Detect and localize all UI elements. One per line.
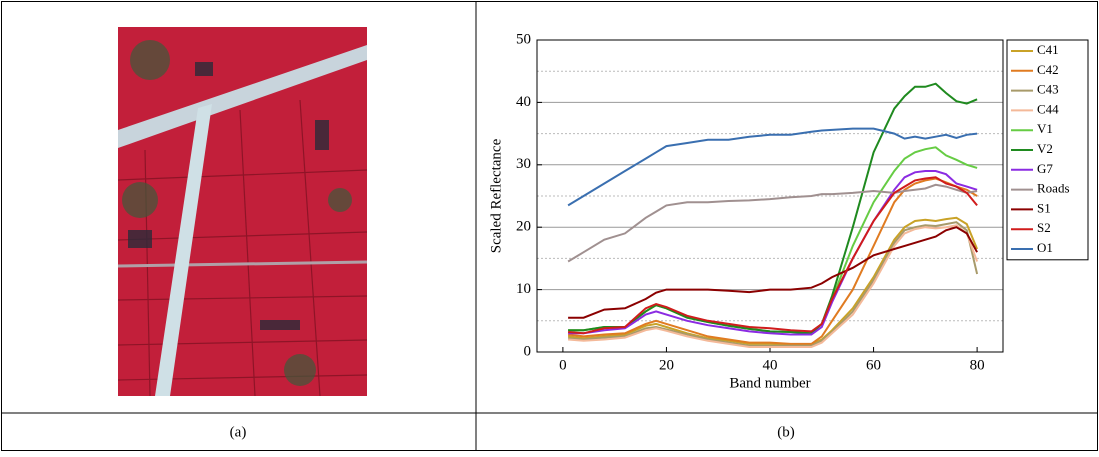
x-tick-label: 40 <box>763 357 778 373</box>
vegetation <box>122 40 352 386</box>
series-line <box>568 226 978 319</box>
y-tick-label: 0 <box>524 343 532 359</box>
road <box>117 260 368 268</box>
legend-label: C44 <box>1037 101 1059 116</box>
legend-label: G7 <box>1037 161 1053 176</box>
plot-frame <box>536 39 1004 353</box>
legend-label: S2 <box>1037 220 1051 235</box>
series-line <box>568 170 978 336</box>
satellite-image <box>117 27 368 397</box>
highway <box>118 45 367 148</box>
road-vertical <box>155 104 212 396</box>
legend-label: S1 <box>1037 200 1051 215</box>
x-tick-label: 80 <box>970 357 985 373</box>
x-axis-label: Band number <box>729 375 810 391</box>
legend-label: C41 <box>1037 42 1059 57</box>
y-tick-label: 30 <box>516 156 531 172</box>
chart: 0 10 20 30 40 50 0 20 40 60 80 Band number Scaled Re… <box>488 31 1089 391</box>
series-line <box>567 183 978 263</box>
x-tick-label: 0 <box>559 357 567 373</box>
y-tick-label: 10 <box>516 281 531 297</box>
y-axis-label: Scaled Reflectance <box>488 138 504 253</box>
x-tick-label: 60 <box>866 357 881 373</box>
y-tick-label: 20 <box>516 219 531 235</box>
legend-label: C43 <box>1037 82 1059 97</box>
legend-label: V2 <box>1037 141 1053 156</box>
x-tick-label: 20 <box>659 357 674 373</box>
series-line <box>567 127 978 207</box>
legend-label: Roads <box>1037 181 1070 196</box>
series-line <box>567 177 978 345</box>
series-line <box>568 224 979 348</box>
y-tick-label: 40 <box>516 94 531 110</box>
y-tick-label: 50 <box>516 31 531 47</box>
caption: (a) <box>230 424 247 440</box>
dark-patches <box>128 62 329 330</box>
legend-label: O1 <box>1037 240 1053 255</box>
series-line <box>568 82 978 335</box>
legend-label: V1 <box>1037 121 1053 136</box>
caption: (b) <box>777 424 795 440</box>
series-line <box>568 176 978 335</box>
legend-label: C42 <box>1037 62 1059 77</box>
series-line <box>568 221 979 347</box>
